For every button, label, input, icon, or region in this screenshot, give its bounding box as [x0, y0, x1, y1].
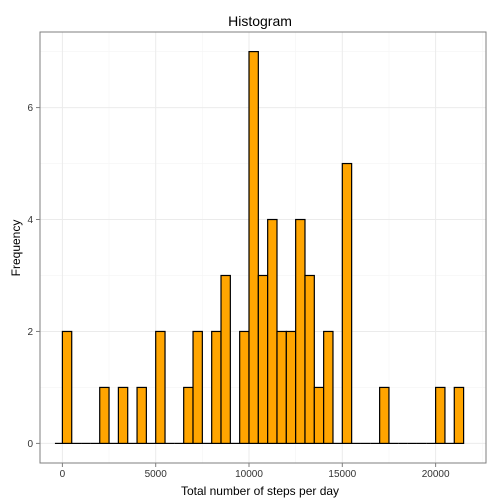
- histogram-bar: [136, 386, 147, 445]
- x-tick-label: 15000: [328, 469, 356, 480]
- histogram-bar: [192, 330, 203, 445]
- plot-panel-border: [39, 31, 487, 464]
- y-tick-label: 2: [27, 327, 33, 338]
- histogram-bar: [61, 330, 73, 445]
- histogram-bar: [304, 274, 315, 445]
- histogram-bar: [211, 330, 222, 445]
- histogram-bar: [99, 386, 110, 445]
- histogram-bar: [239, 330, 250, 445]
- y-axis-label: Frequency: [9, 220, 23, 277]
- histogram-bar: [220, 274, 231, 445]
- histogram-bar: [248, 50, 259, 445]
- y-tick-label: 0: [27, 439, 33, 450]
- x-axis-label: Total number of steps per day: [181, 484, 339, 498]
- x-tick-label: 5000: [145, 469, 168, 480]
- bars: [54, 50, 465, 445]
- histogram-bar: [285, 330, 297, 445]
- histogram-bar: [313, 386, 325, 445]
- histogram-bar: [323, 330, 334, 445]
- histogram-bar: [295, 218, 306, 445]
- histogram-bar: [276, 330, 287, 445]
- histogram-bar: [341, 162, 353, 445]
- y-tick-label: 4: [27, 215, 33, 226]
- chart-title: Histogram: [228, 13, 292, 29]
- histogram-bar: [155, 330, 166, 445]
- x-tick-label: 0: [60, 469, 66, 480]
- histogram-bar: [183, 386, 194, 445]
- x-tick-label: 10000: [235, 469, 263, 480]
- histogram-bar: [257, 274, 269, 445]
- histogram-bar: [453, 386, 465, 445]
- histogram-bar: [267, 218, 278, 445]
- y-tick-label: 6: [27, 103, 33, 114]
- histogram-bar: [117, 386, 129, 445]
- x-tick-label: 20000: [422, 469, 450, 480]
- histogram-bar: [379, 386, 390, 445]
- histogram-bar: [435, 386, 446, 445]
- axis-ticks: 0 5000 10000 15000 20000 0 2 4 6: [27, 103, 450, 480]
